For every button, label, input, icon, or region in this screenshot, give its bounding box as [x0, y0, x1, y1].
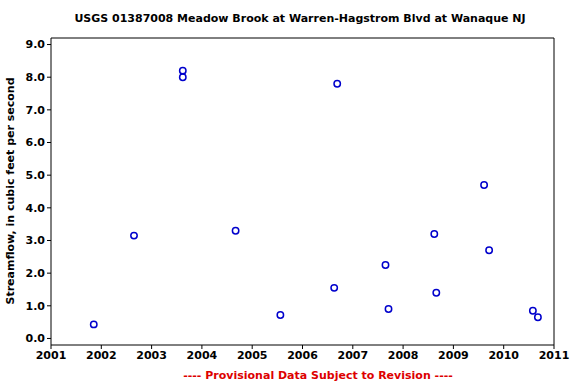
svg-text:2004: 2004 — [187, 349, 218, 362]
svg-text:2005: 2005 — [237, 349, 268, 362]
svg-text:Streamflow, in cubic feet per: Streamflow, in cubic feet per second — [8, 77, 17, 304]
svg-text:7.0: 7.0 — [26, 104, 46, 117]
svg-text:9.0: 9.0 — [26, 38, 46, 51]
svg-text:4.0: 4.0 — [26, 202, 46, 215]
svg-text:2006: 2006 — [287, 349, 318, 362]
svg-text:2001: 2001 — [36, 349, 67, 362]
svg-text:2008: 2008 — [388, 349, 419, 362]
svg-text:2009: 2009 — [438, 349, 469, 362]
svg-text:2007: 2007 — [337, 349, 368, 362]
svg-text:2003: 2003 — [136, 349, 167, 362]
svg-text:USGS 01387008 Meadow Brook at: USGS 01387008 Meadow Brook at Warren-Hag… — [74, 12, 525, 25]
svg-text:8.0: 8.0 — [26, 71, 46, 84]
svg-text:0.0: 0.0 — [26, 332, 46, 345]
svg-text:2.0: 2.0 — [26, 267, 46, 280]
svg-text:2011: 2011 — [539, 349, 568, 362]
svg-text:3.0: 3.0 — [26, 234, 46, 247]
svg-text:6.0: 6.0 — [26, 136, 46, 149]
svg-text:2010: 2010 — [488, 349, 519, 362]
svg-text:5.0: 5.0 — [26, 169, 46, 182]
svg-text:1.0: 1.0 — [26, 300, 46, 313]
svg-text:2002: 2002 — [86, 349, 117, 362]
svg-text:---- Provisional Data Subject: ---- Provisional Data Subject to Revisio… — [183, 369, 453, 382]
